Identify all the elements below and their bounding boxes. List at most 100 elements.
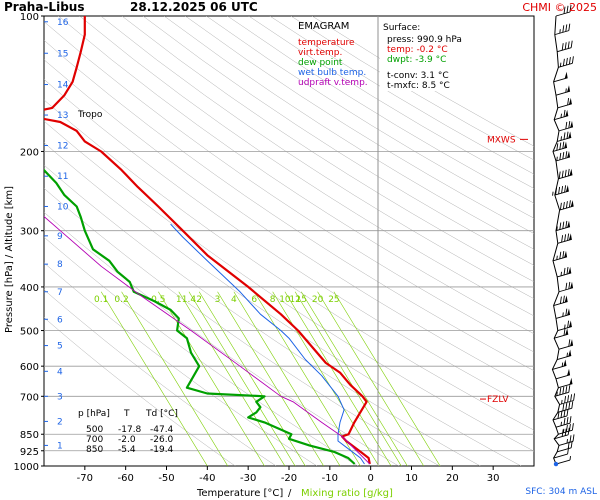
- wind-barb-flag: [566, 417, 569, 425]
- dry-adiabat-line: [44, 78, 534, 411]
- wind-barb-half-flag: [562, 428, 565, 433]
- pressure-tick-label: 200: [20, 147, 39, 158]
- wind-barb-half-flag: [566, 439, 568, 444]
- mixing-ratio-label: 1.4: [182, 295, 197, 305]
- wind-barb-flag: [559, 296, 562, 304]
- pressure-tick-label: 925: [20, 447, 39, 458]
- wind-barb-flag: [568, 402, 571, 410]
- wind-barb-pennant: [568, 97, 572, 105]
- dewpoint-series-line: [44, 168, 356, 465]
- table-row-700-t: -2.0: [118, 435, 136, 445]
- wind-barb-staff: [553, 453, 568, 459]
- wind-barb-flag: [559, 251, 562, 259]
- altitude-tick-label: 8: [57, 260, 63, 270]
- mixing-ratio-line: [233, 291, 341, 466]
- altitude-tick-label: 3: [57, 392, 63, 402]
- x-tick-label: -10: [322, 473, 338, 484]
- dry-adiabat-line: [121, 16, 534, 283]
- wind-barb-flag: [562, 250, 565, 259]
- temperature-series-line: [44, 16, 371, 465]
- wind-barb-flag: [562, 403, 565, 411]
- wind-barb-flag: [562, 295, 565, 303]
- sfc-label: SFC: 304 m ASL: [525, 487, 597, 497]
- wind-barb-flag: [558, 171, 561, 179]
- pressure-tick-label: 1000: [14, 462, 39, 473]
- wind-barb-flag: [565, 24, 568, 32]
- wind-barb-half-flag: [560, 421, 562, 426]
- wind-barb-half-flag: [560, 113, 562, 118]
- dry-adiabat-line: [44, 21, 534, 353]
- altitude-tick-label: 12: [57, 142, 68, 152]
- altitude-tick-label: 14: [57, 81, 69, 91]
- wind-barb-flag: [566, 131, 569, 139]
- pressure-tick-label: 600: [20, 362, 39, 373]
- dry-adiabat-line: [163, 16, 534, 250]
- wind-barb-flag: [564, 234, 567, 242]
- table-header-p: p [hPa]: [78, 409, 110, 419]
- pressure-tick-label: 100: [20, 12, 39, 23]
- mixing-ratio-label: 10: [279, 295, 291, 305]
- wind-barb-flag: [564, 395, 567, 404]
- mixing-ratio-lines: [100, 291, 441, 466]
- wind-barb-flag: [564, 42, 567, 50]
- dry-adiabat-line: [44, 59, 534, 391]
- wind-barb-flag: [565, 220, 568, 228]
- wind-barb-half-flag: [552, 191, 554, 196]
- dry-adiabat-line: [227, 16, 534, 204]
- legend-temperature: temperature: [298, 38, 355, 48]
- surface-press: press: 990.9 hPa: [387, 35, 462, 45]
- wind-barb-staff: [552, 415, 568, 421]
- wind-barb-flag: [559, 152, 562, 160]
- wind-barb-half-flag: [566, 352, 568, 357]
- table-row-500-p: 500: [86, 425, 103, 435]
- wind-barb-half-flag: [561, 362, 564, 367]
- mixing-ratio-label: 0.2: [114, 295, 128, 305]
- wind-barb-flag: [563, 267, 566, 276]
- table-row-850-td: -19.4: [150, 445, 174, 455]
- wind-barb-flag: [569, 416, 572, 424]
- x-tick-label: -60: [117, 473, 133, 484]
- wind-barb-flag: [561, 43, 564, 51]
- mixing-ratio-line: [294, 291, 402, 466]
- mixing-ratio-line: [158, 291, 265, 466]
- fzlv-label: FZLV: [487, 395, 509, 405]
- wind-barb-flag: [567, 97, 570, 106]
- altitude-tick-label: 10: [57, 202, 69, 212]
- wind-barb-flag: [563, 109, 566, 117]
- wind-barb-pennant: [565, 185, 569, 193]
- wind-barb-staff: [557, 447, 572, 453]
- wind-barb-pennant: [567, 150, 570, 158]
- wind-barb-flag: [558, 186, 561, 195]
- wind-barb-pennant: [563, 359, 567, 367]
- wind-barb-flag: [562, 151, 565, 160]
- wind-barb-staff: [554, 30, 569, 36]
- table-row-500-t: -17.8: [118, 425, 142, 435]
- x-tick-label: 10: [405, 473, 418, 484]
- altitude-tick-label: 1: [57, 441, 63, 451]
- dry-adiabat-line: [44, 39, 534, 371]
- x-tick-label: -20: [281, 473, 297, 484]
- wind-barb-flag: [563, 132, 566, 140]
- dry-adiabat-line: [185, 16, 534, 234]
- wind-barb-flag: [569, 435, 572, 443]
- wind-barb-flag: [573, 393, 576, 401]
- wind-barb-flag: [555, 187, 558, 195]
- wind-barb-flag: [571, 423, 574, 431]
- wind-barb-flag: [571, 401, 574, 409]
- wind-barb-flag: [566, 408, 569, 416]
- wind-barb-flag: [559, 222, 562, 230]
- wind-barb-flag: [568, 23, 571, 31]
- wind-barb-pennant: [564, 250, 567, 258]
- table-header-t: T: [123, 409, 130, 419]
- wind-barb-flag: [568, 200, 571, 208]
- mixing-ratio-line: [121, 291, 229, 466]
- mixing-ratio-label: 4: [231, 295, 237, 305]
- pressure-tick-label: 850: [20, 430, 39, 441]
- mixing-ratio-line: [217, 291, 324, 466]
- table-row-500-td: -47.4: [150, 425, 174, 435]
- wind-barb-flag: [565, 121, 568, 129]
- x-tick-label: 30: [487, 473, 500, 484]
- mxws-label: MXWS: [487, 135, 516, 145]
- altitude-tick-label: 5: [57, 342, 63, 352]
- altitude-tick-label: 9: [57, 232, 63, 242]
